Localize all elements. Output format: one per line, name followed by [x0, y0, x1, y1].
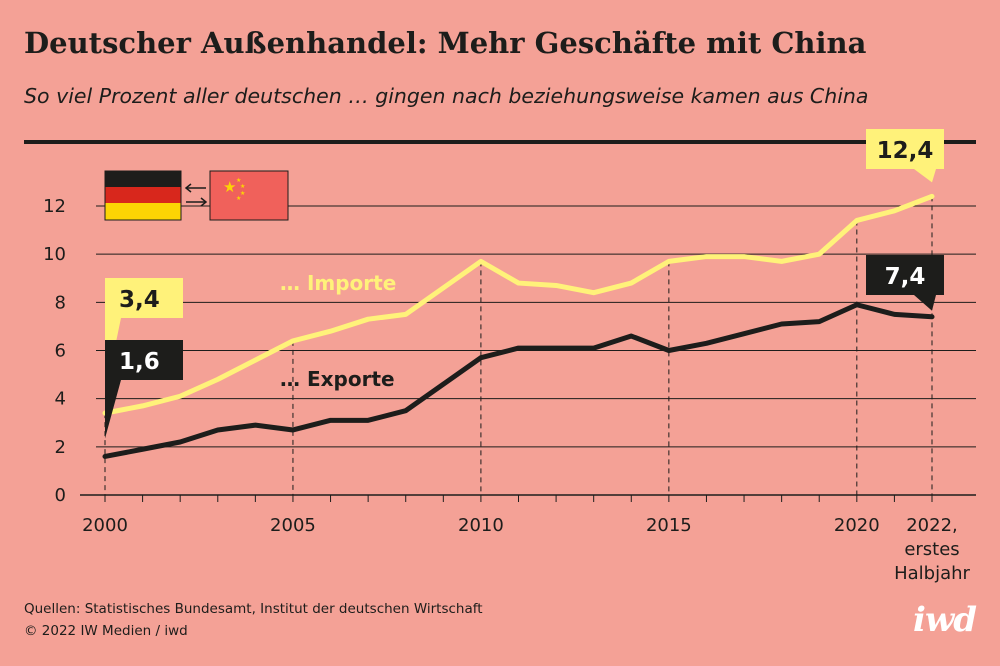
- iwd-logo: iwd: [913, 600, 977, 640]
- chart-title: Deutscher Außenhandel: Mehr Geschäfte mi…: [24, 26, 867, 60]
- axis-layer: 0 2 4 6 8 10 12 2000 2005 2010 2015 2020 2022, erstes…: [43, 196, 976, 584]
- series-label-imports: … Importe: [280, 271, 396, 295]
- x-tick-label-2022: 2022,: [906, 515, 958, 536]
- svg-text:★: ★: [236, 195, 241, 202]
- y-tick-label-12: 12: [43, 196, 66, 217]
- y-tick-label-4: 4: [55, 389, 66, 410]
- data-label-imports-2000: 3,4: [119, 287, 160, 313]
- trade-arrows-icon: [184, 183, 208, 207]
- svg-text:★: ★: [236, 177, 241, 184]
- source-note: Quellen: Statistisches Bundesamt, Instit…: [24, 598, 483, 642]
- series-line-imports: [102, 193, 935, 416]
- x-tick-sublabel-2022-1: Halbjahr: [894, 563, 970, 584]
- callout-box-imports-2000: [105, 278, 183, 396]
- x-tick-sublabel-2022-0: erstes: [904, 539, 959, 560]
- callout-layer: 3,4 12,4 1,6 7,4: [105, 129, 944, 439]
- data-label-imports-2022: 12,4: [877, 138, 934, 164]
- data-label-exports-2022: 7,4: [885, 264, 926, 290]
- series-label-layer: … Importe … Exporte: [280, 271, 396, 391]
- source-text: Quellen: Statistisches Bundesamt, Instit…: [24, 601, 483, 617]
- y-tick-label-2: 2: [55, 437, 66, 458]
- flag-legend: ★ ★ ★ ★ ★: [104, 170, 289, 221]
- data-label-exports-2000: 1,6: [119, 349, 160, 375]
- series-label-exports: … Exporte: [280, 367, 395, 391]
- svg-text:★: ★: [240, 183, 245, 190]
- x-tick-label-2015: 2015: [646, 515, 692, 536]
- y-tick-label-8: 8: [55, 292, 66, 313]
- x-tick-label-2005: 2005: [270, 515, 316, 536]
- copyright-text: © 2022 IW Medien / iwd: [24, 623, 188, 639]
- chart-subtitle: So viel Prozent aller deutschen … gingen…: [24, 84, 869, 108]
- svg-text:★: ★: [240, 190, 245, 197]
- svg-text:★: ★: [223, 178, 236, 196]
- y-tick-label-10: 10: [43, 244, 66, 265]
- china-flag: ★ ★ ★ ★ ★: [209, 170, 289, 221]
- series-layer: [102, 193, 935, 459]
- x-tick-label-2000: 2000: [82, 515, 128, 536]
- y-tick-label-6: 6: [55, 341, 66, 362]
- germany-flag: [104, 170, 182, 221]
- x-tick-label-2010: 2010: [458, 515, 504, 536]
- callout-box-exports-2022: [866, 255, 944, 311]
- x-tick-label-2020: 2020: [834, 515, 880, 536]
- series-line-exports: [102, 302, 935, 459]
- y-tick-label-0: 0: [55, 485, 66, 506]
- callout-box-imports-2022: [866, 129, 944, 183]
- callout-box-exports-2000: [105, 340, 183, 439]
